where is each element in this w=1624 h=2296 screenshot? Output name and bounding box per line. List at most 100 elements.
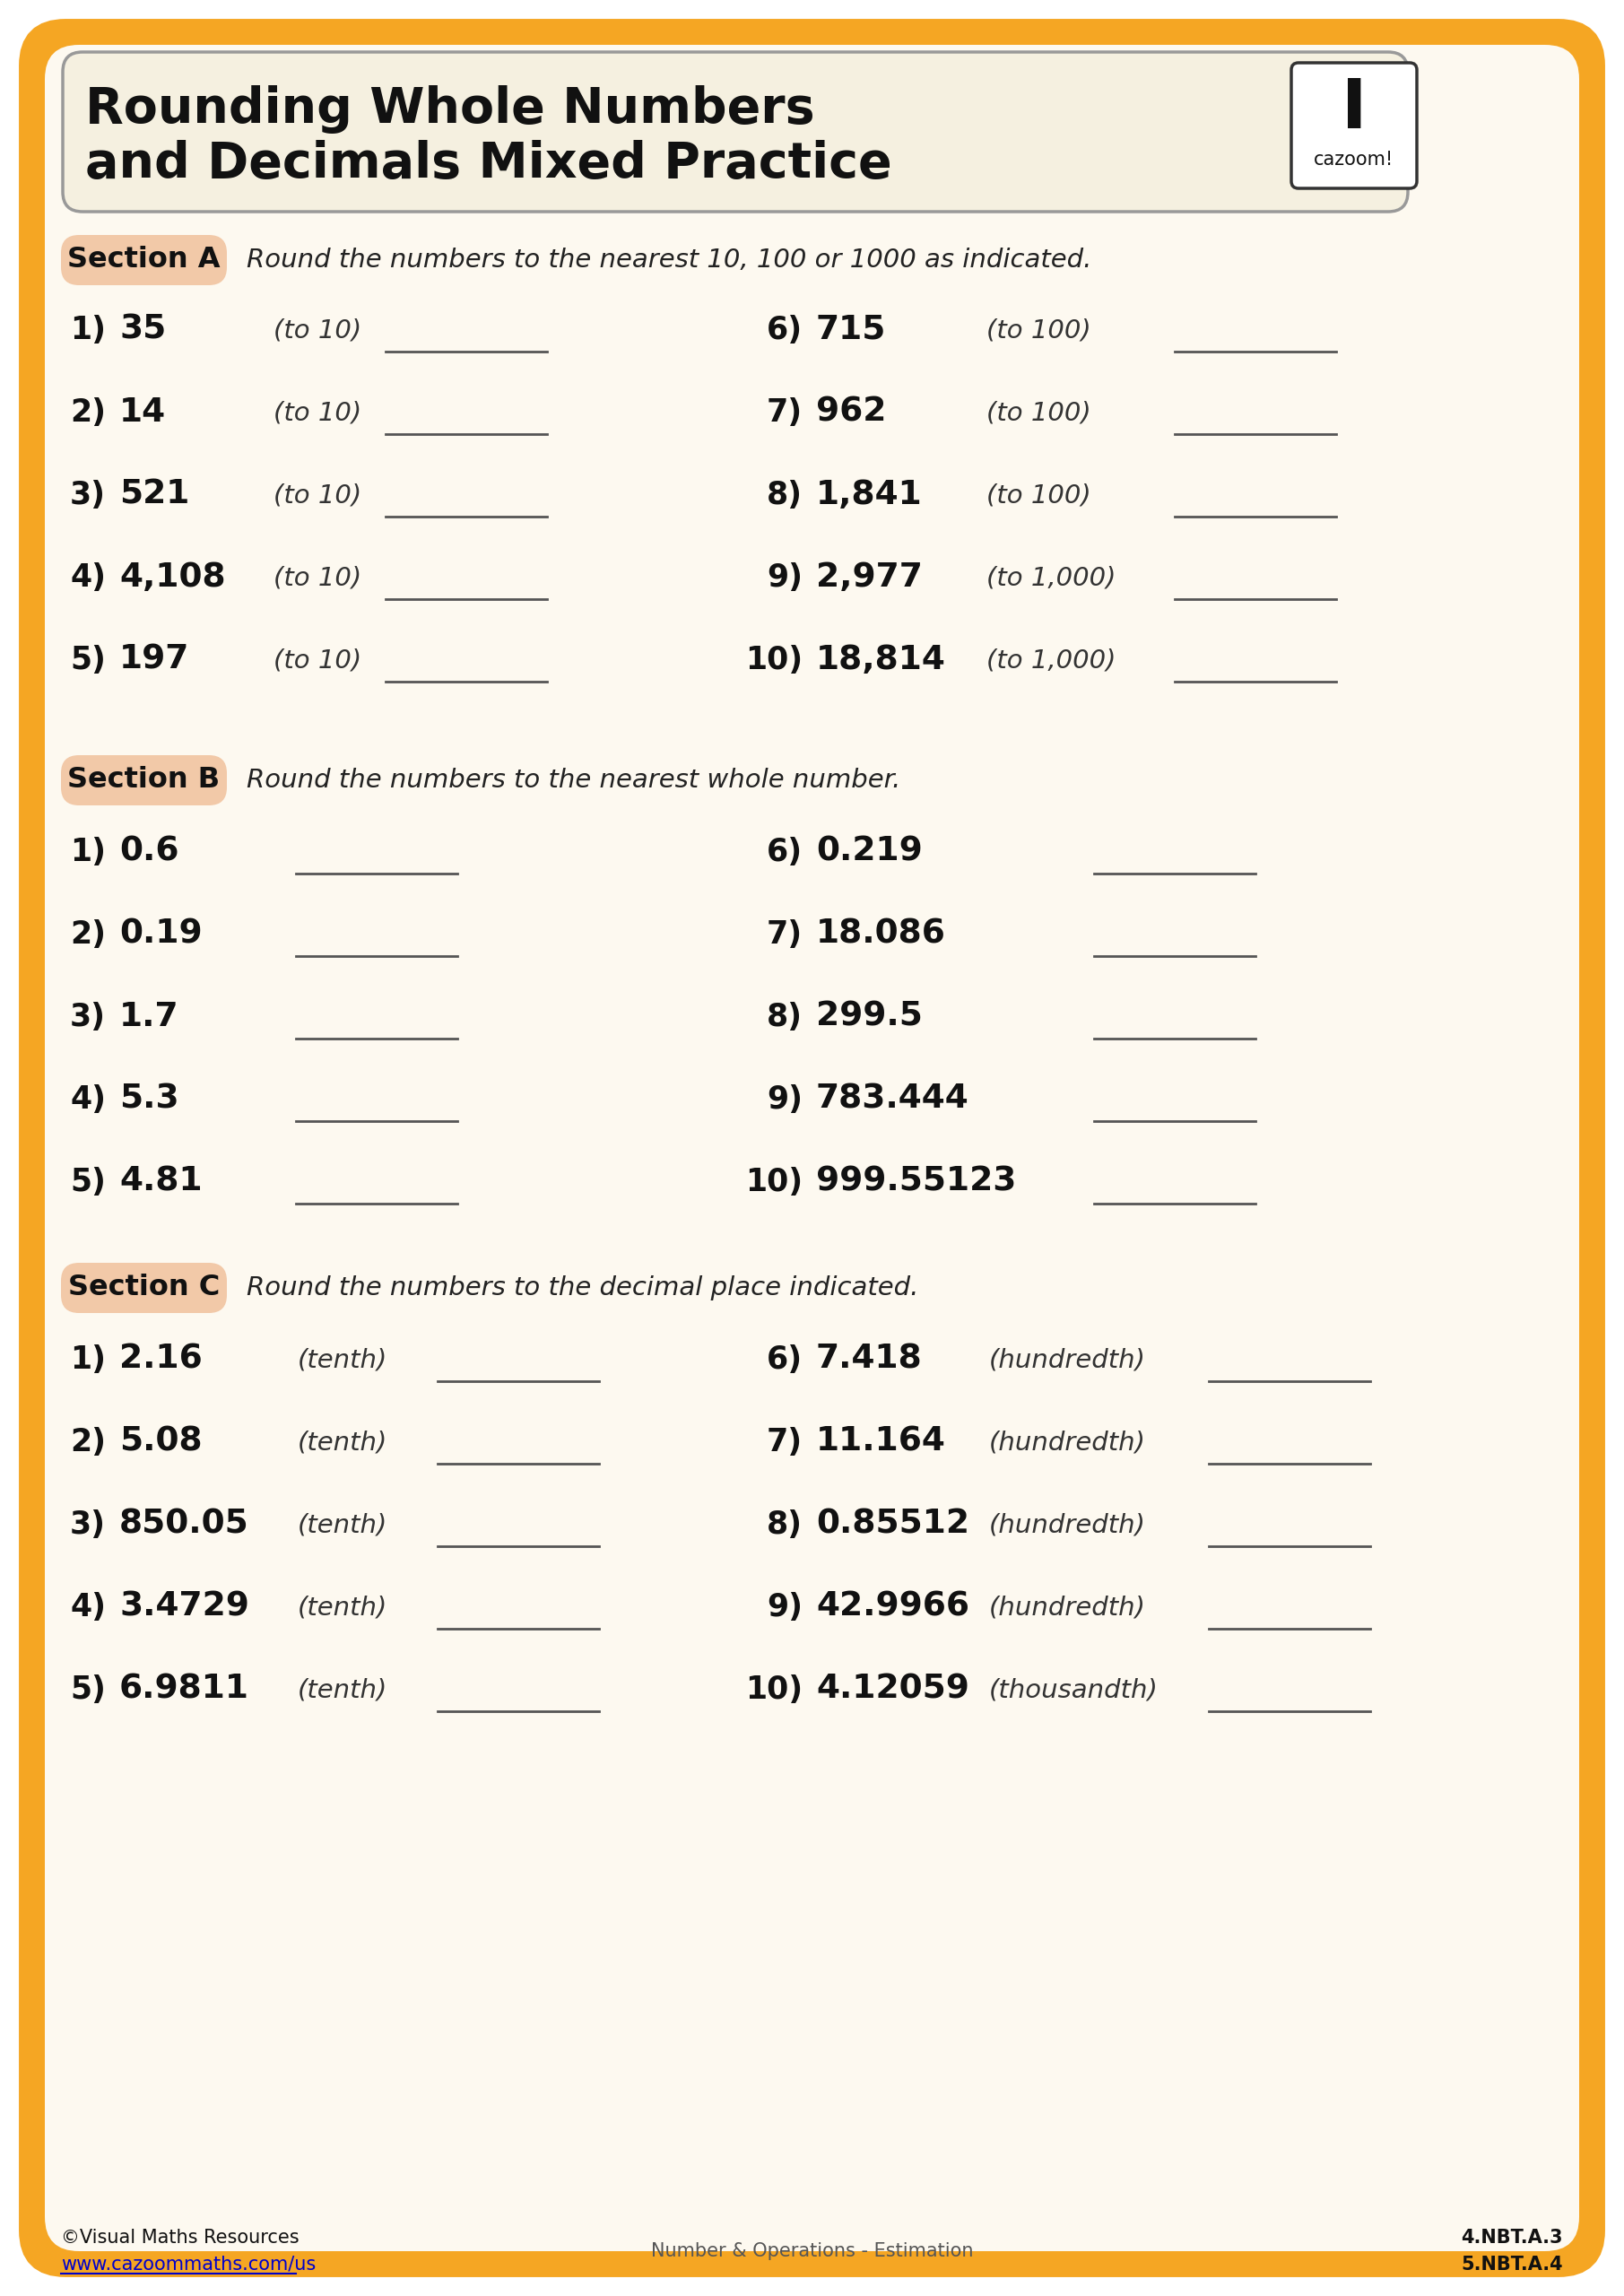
Text: 4.NBT.A.3: 4.NBT.A.3 — [1462, 2229, 1562, 2248]
Text: (hundredth): (hundredth) — [989, 1596, 1147, 1619]
Text: Rounding Whole Numbers: Rounding Whole Numbers — [84, 85, 815, 133]
Text: 10): 10) — [745, 1674, 802, 1706]
Text: 7): 7) — [767, 1426, 802, 1458]
Text: (hundredth): (hundredth) — [989, 1430, 1147, 1456]
Text: 1,841: 1,841 — [815, 480, 922, 512]
Text: and Decimals Mixed Practice: and Decimals Mixed Practice — [84, 140, 892, 188]
FancyBboxPatch shape — [63, 53, 1408, 211]
Text: (thousandth): (thousandth) — [989, 1676, 1158, 1701]
Text: 1): 1) — [70, 315, 106, 344]
Text: 299.5: 299.5 — [815, 1001, 922, 1033]
FancyBboxPatch shape — [45, 46, 1579, 2250]
Text: 0.219: 0.219 — [815, 836, 922, 868]
Text: (to 100): (to 100) — [986, 400, 1091, 425]
Text: (to 10): (to 10) — [273, 482, 362, 507]
Text: (hundredth): (hundredth) — [989, 1513, 1147, 1538]
Text: 6): 6) — [767, 836, 802, 868]
Text: Round the numbers to the nearest whole number.: Round the numbers to the nearest whole n… — [247, 767, 901, 792]
Text: (tenth): (tenth) — [297, 1430, 388, 1456]
Text: Round the numbers to the nearest 10, 100 or 1000 as indicated.: Round the numbers to the nearest 10, 100… — [247, 248, 1091, 273]
Text: 521: 521 — [119, 480, 190, 512]
Text: 2): 2) — [70, 397, 106, 427]
Text: (to 100): (to 100) — [986, 317, 1091, 342]
Text: (tenth): (tenth) — [297, 1348, 388, 1373]
Text: 715: 715 — [815, 315, 887, 347]
Text: 3): 3) — [70, 1508, 106, 1541]
Text: Section A: Section A — [68, 246, 221, 273]
Text: www.cazoommaths.com/us: www.cazoommaths.com/us — [62, 2255, 317, 2273]
Text: 8): 8) — [767, 1508, 802, 1541]
FancyBboxPatch shape — [24, 25, 1600, 2271]
Text: 3): 3) — [70, 1001, 106, 1033]
Text: (tenth): (tenth) — [297, 1596, 388, 1619]
Text: 2,977: 2,977 — [815, 563, 922, 595]
Text: 2): 2) — [70, 1426, 106, 1458]
Text: 4): 4) — [70, 563, 106, 592]
Text: 8): 8) — [767, 1001, 802, 1033]
Text: Round the numbers to the decimal place indicated.: Round the numbers to the decimal place i… — [247, 1274, 919, 1300]
Text: 18,814: 18,814 — [815, 643, 945, 677]
Text: 9): 9) — [767, 1591, 802, 1623]
Text: (to 1,000): (to 1,000) — [986, 565, 1116, 590]
Text: 18.086: 18.086 — [815, 918, 945, 951]
Text: 8): 8) — [767, 480, 802, 510]
FancyBboxPatch shape — [62, 234, 227, 285]
Text: 7.418: 7.418 — [815, 1343, 922, 1375]
Text: Number & Operations - Estimation: Number & Operations - Estimation — [651, 2243, 973, 2259]
Text: (to 10): (to 10) — [273, 317, 362, 342]
Text: 197: 197 — [119, 643, 190, 677]
Text: 1): 1) — [70, 836, 106, 868]
Text: Section C: Section C — [68, 1274, 219, 1302]
Text: 4,108: 4,108 — [119, 563, 226, 595]
Text: 14: 14 — [119, 397, 166, 429]
Text: (to 1,000): (to 1,000) — [986, 647, 1116, 673]
Text: 10): 10) — [745, 1166, 802, 1196]
Text: 6): 6) — [767, 315, 802, 344]
Text: 999.55123: 999.55123 — [815, 1166, 1017, 1199]
Text: 783.444: 783.444 — [815, 1084, 970, 1116]
Text: ©Visual Maths Resources: ©Visual Maths Resources — [62, 2229, 299, 2248]
Text: I: I — [1341, 76, 1367, 142]
Text: 2.16: 2.16 — [119, 1343, 203, 1375]
FancyBboxPatch shape — [62, 755, 227, 806]
Text: 1.7: 1.7 — [119, 1001, 179, 1033]
Text: 5): 5) — [70, 1166, 106, 1196]
Text: (tenth): (tenth) — [297, 1676, 388, 1701]
Text: 4.12059: 4.12059 — [815, 1674, 970, 1706]
FancyBboxPatch shape — [62, 1263, 227, 1313]
Text: 3.4729: 3.4729 — [119, 1591, 248, 1623]
Text: 6): 6) — [767, 1345, 802, 1375]
Text: 9): 9) — [767, 563, 802, 592]
Text: (hundredth): (hundredth) — [989, 1348, 1147, 1373]
Text: 5.08: 5.08 — [119, 1426, 203, 1458]
Text: 1): 1) — [70, 1345, 106, 1375]
Text: 4.81: 4.81 — [119, 1166, 203, 1199]
Text: 850.05: 850.05 — [119, 1508, 248, 1541]
Text: 6.9811: 6.9811 — [119, 1674, 250, 1706]
Text: (to 10): (to 10) — [273, 647, 362, 673]
Text: 962: 962 — [815, 397, 887, 429]
FancyBboxPatch shape — [1291, 62, 1416, 188]
Text: 3): 3) — [70, 480, 106, 510]
Text: (to 10): (to 10) — [273, 565, 362, 590]
Text: 5): 5) — [70, 1674, 106, 1706]
Text: 5): 5) — [70, 645, 106, 675]
Text: 7): 7) — [767, 397, 802, 427]
Text: 5.3: 5.3 — [119, 1084, 179, 1116]
Text: 2): 2) — [70, 918, 106, 951]
Text: 4): 4) — [70, 1591, 106, 1623]
Text: 0.85512: 0.85512 — [815, 1508, 970, 1541]
Text: Section B: Section B — [68, 767, 221, 794]
Text: 9): 9) — [767, 1084, 802, 1116]
Text: 0.19: 0.19 — [119, 918, 203, 951]
Text: (to 100): (to 100) — [986, 482, 1091, 507]
Text: 4): 4) — [70, 1084, 106, 1116]
Text: 7): 7) — [767, 918, 802, 951]
Text: 42.9966: 42.9966 — [815, 1591, 970, 1623]
Text: 0.6: 0.6 — [119, 836, 179, 868]
Text: 5.NBT.A.4: 5.NBT.A.4 — [1462, 2255, 1562, 2273]
Text: (tenth): (tenth) — [297, 1513, 388, 1538]
Text: cazoom!: cazoom! — [1314, 152, 1393, 168]
Text: 11.164: 11.164 — [815, 1426, 945, 1458]
Text: (to 10): (to 10) — [273, 400, 362, 425]
